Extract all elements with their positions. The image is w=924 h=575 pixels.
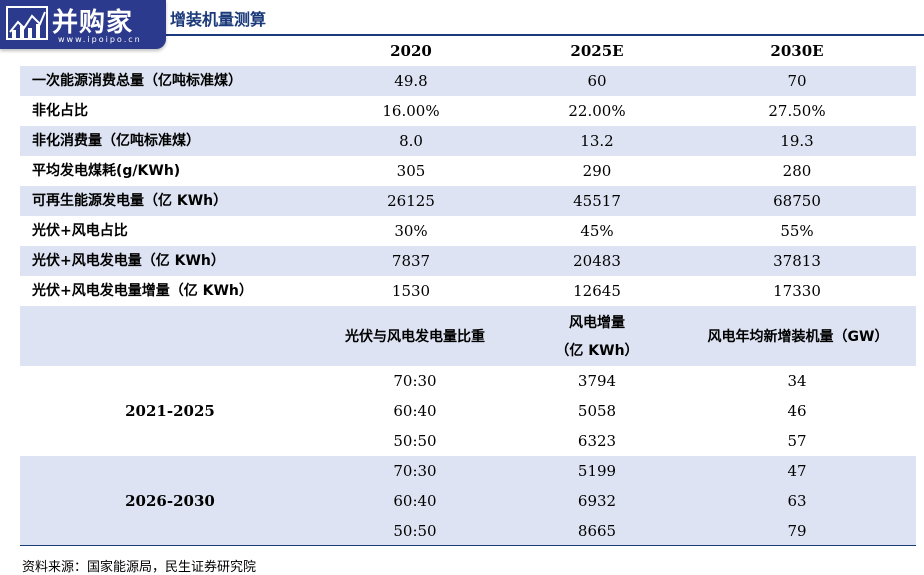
bar-chart-icon bbox=[6, 6, 48, 40]
period-group: 2026-2030 70:30 5199 47 60:40 6932 63 50… bbox=[20, 456, 916, 546]
cell-2020: 26125 bbox=[387, 192, 435, 210]
capacity-cell: 34 bbox=[787, 372, 807, 390]
cell-2030: 55% bbox=[780, 222, 814, 240]
ratio-cell: 50:50 bbox=[393, 522, 437, 540]
cell-2030: 68750 bbox=[773, 192, 821, 210]
increment-cell: 8665 bbox=[577, 522, 617, 540]
row-label: 非化占比 bbox=[32, 103, 88, 119]
table-row: 光伏+风电发电量（亿 KWh） 7837 20483 37813 bbox=[20, 246, 916, 276]
cell-2030: 19.3 bbox=[780, 132, 814, 150]
cell-2020: 8.0 bbox=[399, 132, 423, 150]
row-label: 可再生能源发电量（亿 KWh） bbox=[32, 193, 228, 209]
capacity-cell: 63 bbox=[787, 492, 807, 510]
period-group: 2021-2025 70:30 3794 34 60:40 5058 46 50… bbox=[20, 366, 916, 456]
cell-2030: 70 bbox=[787, 72, 807, 90]
cell-2020: 49.8 bbox=[394, 72, 428, 90]
title-rule bbox=[0, 34, 924, 36]
title-bar: 增装机量测算 bbox=[0, 0, 924, 36]
source-note: 资料来源：国家能源局，民生证券研究院 bbox=[22, 560, 257, 575]
header-2020: 2020 bbox=[390, 42, 432, 60]
increment-cell: 5199 bbox=[577, 462, 617, 480]
cell-2030: 280 bbox=[782, 162, 812, 180]
cell-2025: 12645 bbox=[573, 282, 621, 300]
capacity-cell: 79 bbox=[787, 522, 807, 540]
table-row: 可再生能源发电量（亿 KWh） 26125 45517 68750 bbox=[20, 186, 916, 216]
increment-cell: 3794 bbox=[577, 372, 617, 390]
row-label: 平均发电煤耗(g/KWh) bbox=[32, 163, 181, 179]
cell-2030: 17330 bbox=[773, 282, 821, 300]
header-2030e: 2030E bbox=[770, 42, 824, 60]
capacity-cell: 57 bbox=[787, 432, 807, 450]
cell-2025: 13.2 bbox=[580, 132, 614, 150]
period-label: 2026-2030 bbox=[125, 492, 215, 510]
cell-2020: 1530 bbox=[391, 282, 431, 300]
header-increment-line2: （亿 KWh） bbox=[555, 343, 639, 359]
increment-cell: 5058 bbox=[577, 402, 617, 420]
table-row: 一次能源消费总量（亿吨标准煤） 49.8 60 70 bbox=[20, 66, 916, 96]
header-2025e: 2025E bbox=[570, 42, 624, 60]
ratio-cell: 60:40 bbox=[393, 492, 437, 510]
table-row: 非化占比 16.00% 22.00% 27.50% bbox=[20, 96, 916, 126]
table-row: 非化消费量（亿吨标准煤） 8.0 13.2 19.3 bbox=[20, 126, 916, 156]
row-label: 非化消费量（亿吨标准煤） bbox=[32, 133, 200, 149]
header-ratio: 光伏与风电发电量比重 bbox=[345, 329, 485, 345]
section2-header: 光伏与风电发电量比重 风电增量 （亿 KWh） 风电年均新增装机量（GW） bbox=[20, 306, 916, 366]
row-label: 光伏+风电发电量增量（亿 KWh） bbox=[32, 283, 253, 299]
cell-2030: 37813 bbox=[773, 252, 821, 270]
bottom-rule bbox=[20, 545, 916, 546]
increment-cell: 6932 bbox=[577, 492, 617, 510]
cell-2025: 290 bbox=[582, 162, 612, 180]
row-label: 一次能源消费总量（亿吨标准煤） bbox=[32, 73, 242, 89]
cell-2020: 305 bbox=[396, 162, 426, 180]
cell-2025: 45517 bbox=[573, 192, 621, 210]
ratio-cell: 50:50 bbox=[393, 432, 437, 450]
row-label: 光伏+风电发电量（亿 KWh） bbox=[32, 253, 225, 269]
period-label: 2021-2025 bbox=[125, 402, 215, 420]
ratio-cell: 70:30 bbox=[393, 372, 437, 390]
cell-2030: 27.50% bbox=[768, 102, 826, 120]
cell-2025: 45% bbox=[580, 222, 614, 240]
cell-2020: 7837 bbox=[391, 252, 431, 270]
logo-text: 并购家 bbox=[52, 8, 134, 38]
ratio-cell: 70:30 bbox=[393, 462, 437, 480]
header-row: 2020 2025E 2030E bbox=[20, 36, 916, 66]
cell-2025: 20483 bbox=[573, 252, 621, 270]
cell-2020: 16.00% bbox=[382, 102, 440, 120]
table-title: 增装机量测算 bbox=[170, 10, 267, 29]
capacity-cell: 47 bbox=[787, 462, 807, 480]
header-increment-line1: 风电增量 bbox=[569, 315, 625, 331]
cell-2025: 22.00% bbox=[568, 102, 626, 120]
header-capacity: 风电年均新增装机量（GW） bbox=[707, 329, 889, 345]
table-row: 光伏+风电发电量增量（亿 KWh） 1530 12645 17330 bbox=[20, 276, 916, 306]
increment-cell: 6323 bbox=[577, 432, 617, 450]
logo-url: www.ipoipo.cn bbox=[58, 35, 142, 44]
table-row: 平均发电煤耗(g/KWh) 305 290 280 bbox=[20, 156, 916, 186]
capacity-cell: 46 bbox=[787, 402, 807, 420]
ratio-cell: 60:40 bbox=[393, 402, 437, 420]
watermark-logo: 并购家 www.ipoipo.cn bbox=[0, 0, 166, 49]
cell-2025: 60 bbox=[587, 72, 607, 90]
cell-2020: 30% bbox=[394, 222, 428, 240]
row-label: 光伏+风电占比 bbox=[32, 223, 128, 239]
table-row: 光伏+风电占比 30% 45% 55% bbox=[20, 216, 916, 246]
